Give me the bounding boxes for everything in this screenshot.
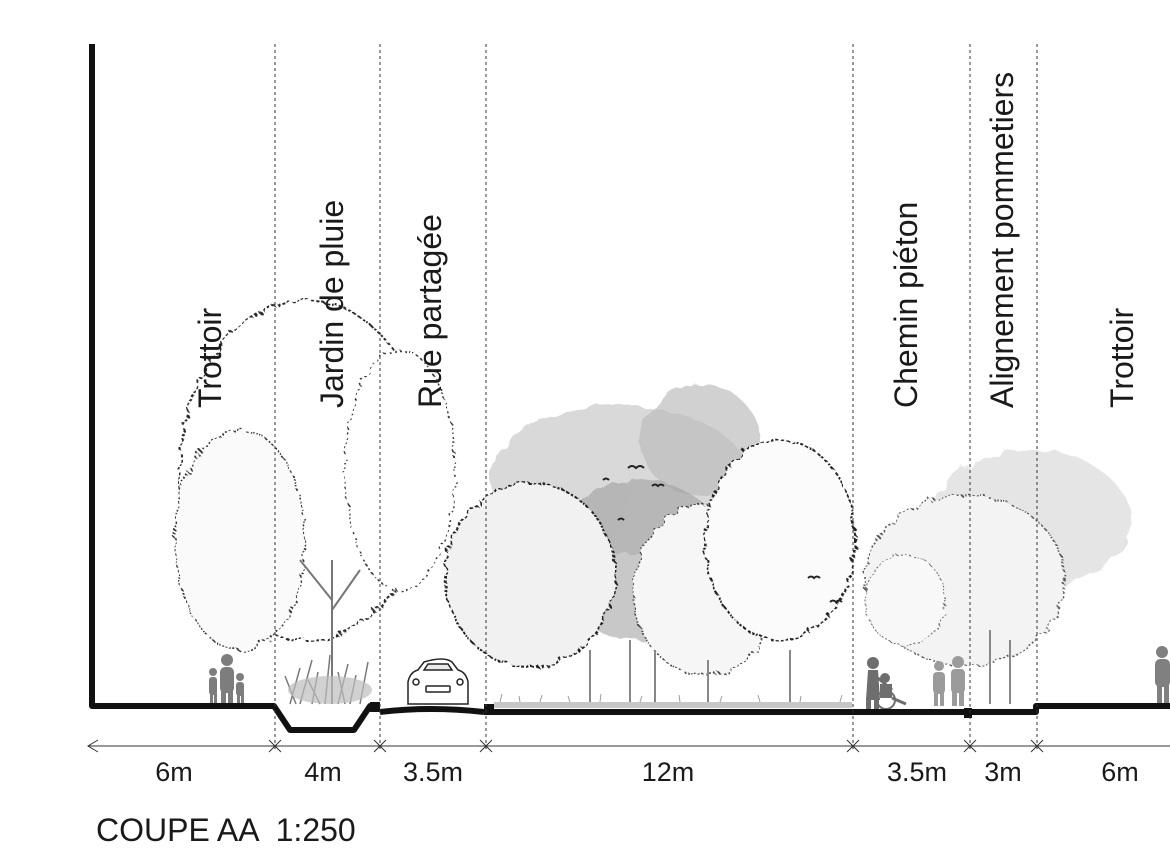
car-outline [407,658,469,705]
dim-parc: 12m [641,757,695,787]
curbs [370,702,972,718]
dim-trottoir-left: 6m [155,757,193,787]
section-caption: COUPE AA 1:250 [96,812,356,848]
zone-label-chemin-pieton: Chemin piéton [888,201,924,408]
dim-trottoir-right: 6m [1101,757,1139,787]
dim-rue-partagee: 3.5m [402,757,464,787]
dim-jardin-de-pluie: 4m [304,757,342,787]
zone-label-jardin-de-pluie: Jardin de pluie [314,199,350,408]
left-large-tree [174,299,456,704]
pedestrians-right [933,656,965,706]
zone-dividers [274,44,1038,752]
zone-label-trottoir-left: Trottoir [192,307,228,408]
pedestrian-far-right [1155,646,1170,704]
zone-label-alignement-pommetiers: Alignement pommetiers [984,71,1020,408]
dim-alignement-pommetiers: 3m [984,757,1022,787]
dim-chemin-pieton: 3.5m [886,757,948,787]
wheelchair-pair [866,657,907,710]
dimension-ticks [268,739,1044,753]
pedestrians-left [209,654,244,704]
park-trees [444,439,856,704]
right-tree-group [864,450,1130,704]
zone-label-trottoir-right: Trottoir [1104,307,1140,408]
rain-garden-plants [284,654,372,705]
dimension-line [87,739,1170,753]
park-lawn [494,693,852,708]
zone-label-rue-partagee: Rue partagée [412,214,448,408]
